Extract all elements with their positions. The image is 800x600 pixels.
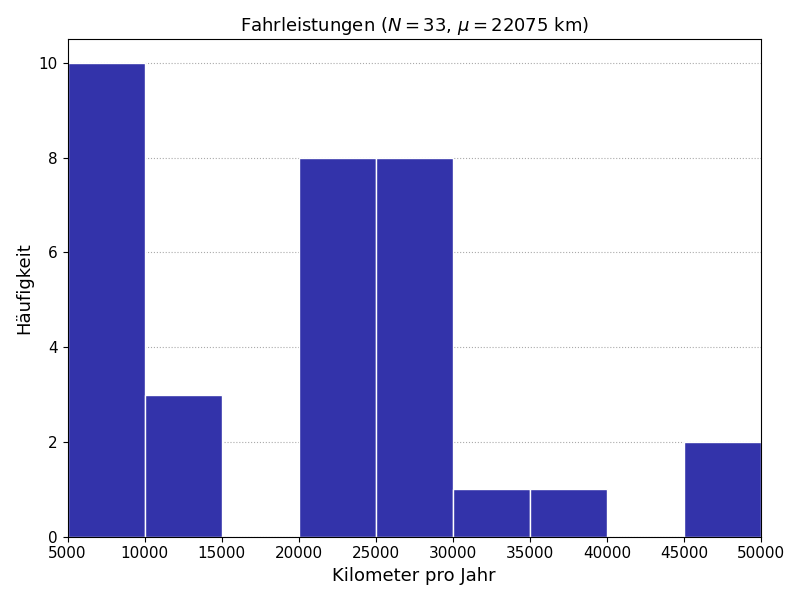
Bar (67, 63, 145, 537)
Bar (684, 442, 761, 537)
X-axis label: Kilometer pro Jahr: Kilometer pro Jahr (333, 567, 496, 585)
Bar (530, 490, 607, 537)
Y-axis label: Häufigkeit: Häufigkeit (15, 242, 33, 334)
Bar (145, 395, 222, 537)
Bar (376, 158, 453, 537)
Title: Fahrleistungen ($N = 33$, $\mu = 22075$ km): Fahrleistungen ($N = 33$, $\mu = 22075$ … (240, 15, 589, 37)
Bar (298, 158, 376, 537)
Bar (453, 490, 530, 537)
